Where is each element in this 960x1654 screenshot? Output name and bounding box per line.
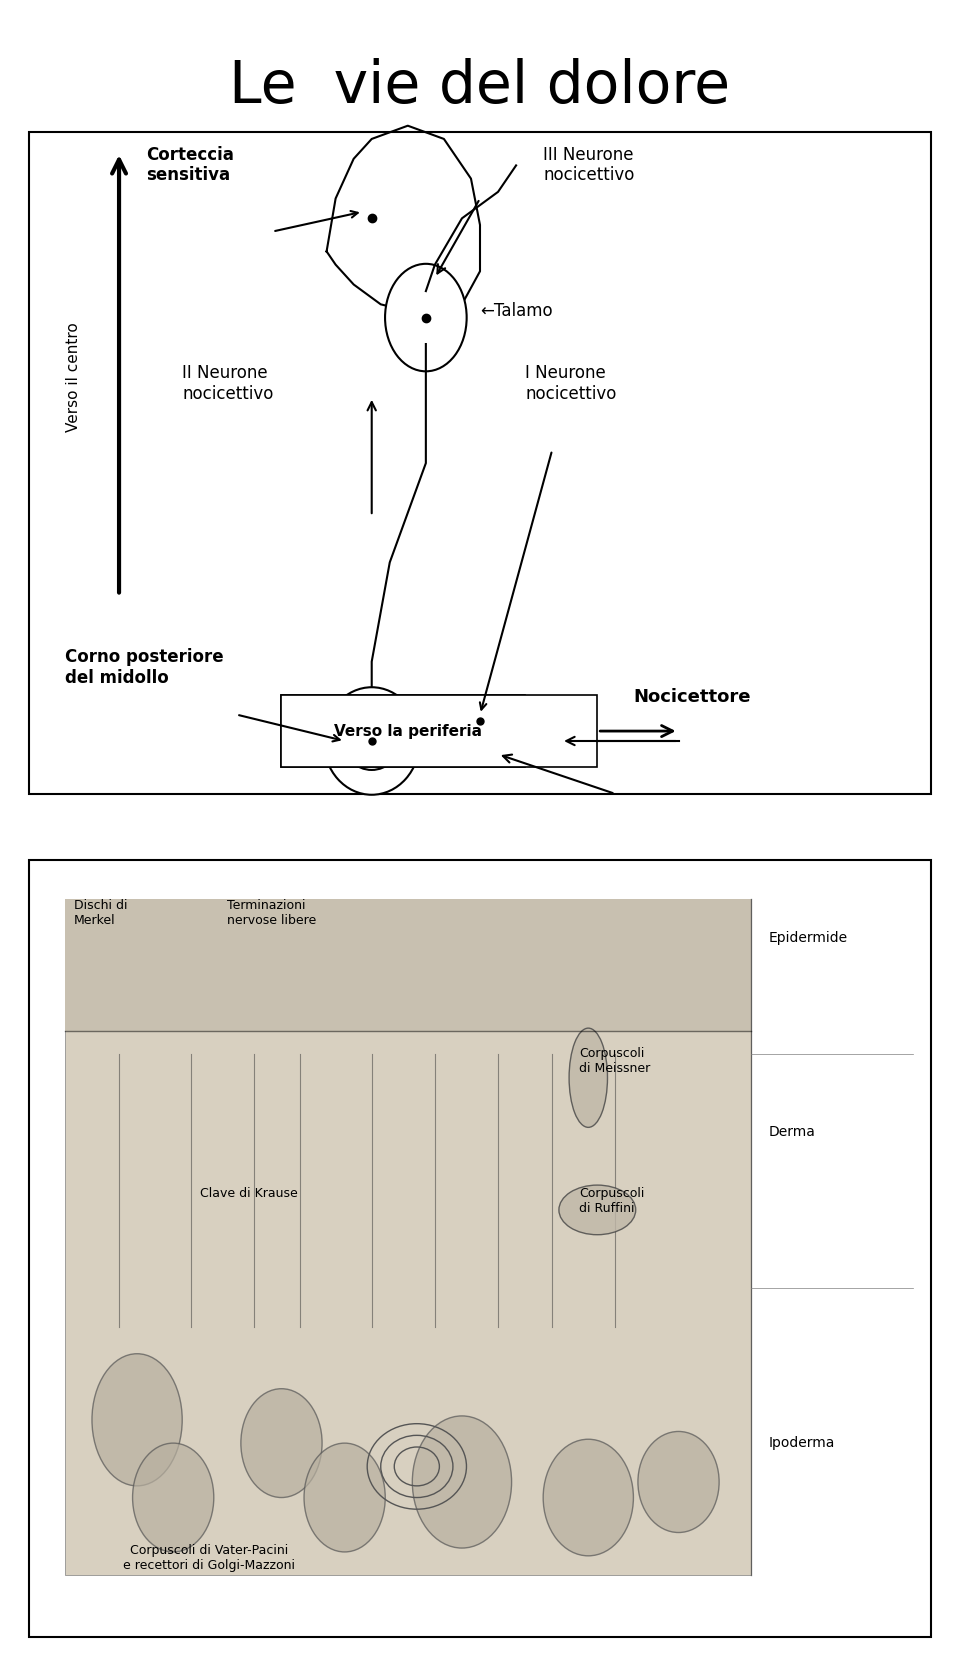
Text: II Neurone
nocicettivo: II Neurone nocicettivo [182, 364, 274, 402]
Text: Corteccia
sensitiva: Corteccia sensitiva [146, 146, 234, 184]
Text: Clave di Krause: Clave di Krause [201, 1186, 298, 1199]
Ellipse shape [569, 1029, 608, 1128]
Ellipse shape [92, 1353, 182, 1485]
Text: Corpuscoli
di Meissner: Corpuscoli di Meissner [579, 1047, 651, 1075]
Text: Terminazioni
nervose libere: Terminazioni nervose libere [228, 900, 317, 926]
Text: I Neurone
nocicettivo: I Neurone nocicettivo [525, 364, 616, 402]
Text: Corpuscoli
di Ruffini: Corpuscoli di Ruffini [579, 1186, 644, 1214]
Text: Verso il centro: Verso il centro [66, 323, 82, 432]
Bar [29, 860, 931, 1637]
Bar [281, 695, 597, 767]
Text: III Neurone
nocicettivo: III Neurone nocicettivo [543, 146, 635, 184]
Ellipse shape [304, 1442, 385, 1551]
Ellipse shape [343, 711, 400, 771]
Text: Nocicettore: Nocicettore [634, 688, 751, 706]
Ellipse shape [543, 1439, 634, 1556]
FancyBboxPatch shape [281, 695, 525, 767]
Text: Ipoderma: Ipoderma [769, 1436, 835, 1451]
Text: Dischi di
Merkel: Dischi di Merkel [74, 900, 128, 926]
Text: Verso la periferia: Verso la periferia [334, 723, 482, 739]
Text: Le  vie del dolore: Le vie del dolore [229, 58, 731, 114]
Text: Derma: Derma [769, 1125, 816, 1140]
Ellipse shape [638, 1431, 719, 1533]
Bar [65, 900, 751, 1030]
Text: ←Talamo: ←Talamo [480, 303, 553, 319]
FancyBboxPatch shape [29, 132, 931, 794]
Bar [65, 900, 751, 1575]
Text: Epidermide: Epidermide [769, 931, 848, 944]
Ellipse shape [324, 688, 420, 796]
Text: Corpuscoli di Vater-Pacini
e recettori di Golgi-Mazzoni: Corpuscoli di Vater-Pacini e recettori d… [123, 1545, 296, 1573]
Text: Corno posteriore
del midollo: Corno posteriore del midollo [65, 648, 224, 686]
Ellipse shape [241, 1389, 323, 1497]
Ellipse shape [132, 1442, 214, 1551]
Ellipse shape [385, 263, 467, 372]
Ellipse shape [559, 1184, 636, 1234]
Ellipse shape [412, 1416, 512, 1548]
